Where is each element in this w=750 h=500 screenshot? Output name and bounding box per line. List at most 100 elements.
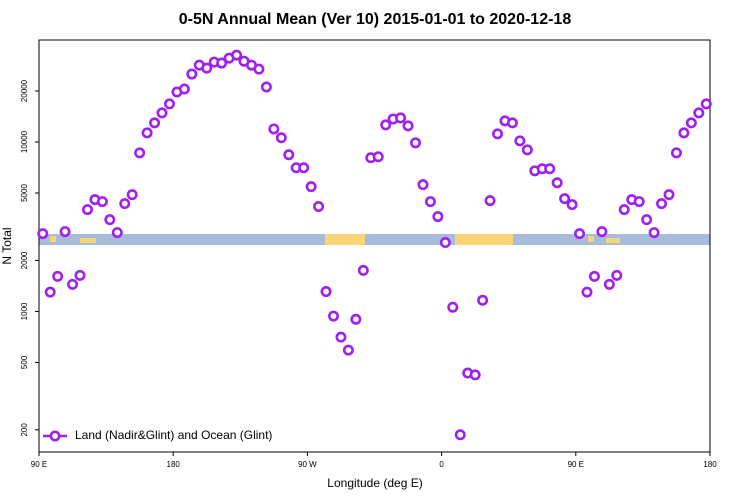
marker — [678, 127, 690, 139]
marker — [417, 179, 429, 191]
marker — [350, 313, 362, 325]
marker — [260, 81, 272, 93]
marker — [603, 278, 615, 290]
marker — [514, 135, 526, 147]
marker — [588, 270, 600, 282]
marker — [126, 189, 138, 201]
marker — [96, 196, 108, 208]
marker — [544, 163, 556, 175]
marker — [574, 228, 586, 240]
marker — [37, 228, 49, 240]
x-tick-label: 90 E — [31, 460, 47, 469]
marker — [253, 63, 265, 75]
x-tick-label: 90 E — [568, 460, 584, 469]
x-tick-label: 180 — [703, 460, 717, 469]
marker — [551, 177, 563, 189]
marker — [44, 286, 56, 298]
land-mask — [39, 234, 710, 245]
marker — [186, 68, 198, 80]
ocean-band — [39, 234, 710, 245]
legend-marker — [49, 430, 61, 442]
marker — [67, 278, 79, 290]
marker — [566, 199, 578, 211]
marker — [283, 149, 295, 161]
land-patch — [325, 234, 365, 245]
x-tick-label: 180 — [167, 460, 181, 469]
marker — [581, 286, 593, 298]
land-patch — [588, 236, 594, 242]
marker — [380, 119, 392, 131]
marker — [648, 227, 660, 239]
marker — [59, 226, 71, 238]
land-patch — [50, 236, 56, 242]
marker — [410, 137, 422, 149]
marker — [454, 429, 466, 441]
marker — [618, 204, 630, 216]
marker — [52, 270, 64, 282]
y-tick-label: 500 — [20, 355, 29, 369]
marker — [447, 301, 459, 313]
y-tick-label: 5000 — [20, 184, 29, 202]
y-axis-label: N Total — [0, 227, 14, 264]
marker — [559, 193, 571, 205]
marker — [439, 237, 451, 249]
marker — [163, 98, 175, 110]
chart-title: 0-5N Annual Mean (Ver 10) 2015-01-01 to … — [179, 11, 572, 28]
y-tick-label: 200 — [20, 423, 29, 437]
y-tick-label: 1000 — [20, 302, 29, 320]
marker — [693, 107, 705, 119]
marker — [521, 144, 533, 156]
marker — [268, 123, 280, 135]
marker — [492, 128, 504, 140]
marker — [469, 369, 481, 381]
x-tick-label: 0 — [439, 460, 444, 469]
land-patch — [455, 234, 513, 245]
marker — [506, 117, 518, 129]
land-patch — [80, 238, 96, 243]
marker — [700, 98, 712, 110]
marker — [305, 181, 317, 193]
plot-frame — [38, 39, 711, 453]
marker — [104, 214, 116, 226]
marker — [357, 264, 369, 276]
marker — [342, 344, 354, 356]
marker — [641, 214, 653, 226]
marker — [670, 147, 682, 159]
marker — [275, 132, 287, 144]
marker — [432, 211, 444, 223]
marker — [313, 201, 325, 213]
y-tick-label: 2000 — [20, 251, 29, 269]
marker — [216, 57, 228, 69]
marker — [611, 269, 623, 281]
legend-label: Land (Nadir&Glint) and Ocean (Glint) — [75, 428, 272, 442]
marker — [119, 198, 131, 210]
marker — [596, 226, 608, 238]
marker — [656, 198, 668, 210]
y-tick-label: 20000 — [20, 79, 29, 102]
marker — [335, 331, 347, 343]
x-tick-label: 90 W — [298, 460, 317, 469]
marker — [156, 107, 168, 119]
marker — [201, 62, 213, 74]
marker — [178, 83, 190, 95]
marker — [74, 269, 86, 281]
marker — [395, 112, 407, 124]
marker — [327, 310, 339, 322]
marker — [81, 204, 93, 216]
marker — [111, 227, 123, 239]
marker — [320, 286, 332, 298]
marker — [484, 195, 496, 207]
marker — [402, 120, 414, 132]
marker — [141, 127, 153, 139]
land-patch — [606, 238, 620, 243]
marker — [663, 189, 675, 201]
marker — [372, 151, 384, 163]
marker — [149, 117, 161, 129]
marker — [424, 196, 436, 208]
x-axis-label: Longitude (deg E) — [327, 476, 422, 490]
marker — [298, 162, 310, 174]
marker — [633, 196, 645, 208]
marker — [134, 147, 146, 159]
marker — [685, 117, 697, 129]
